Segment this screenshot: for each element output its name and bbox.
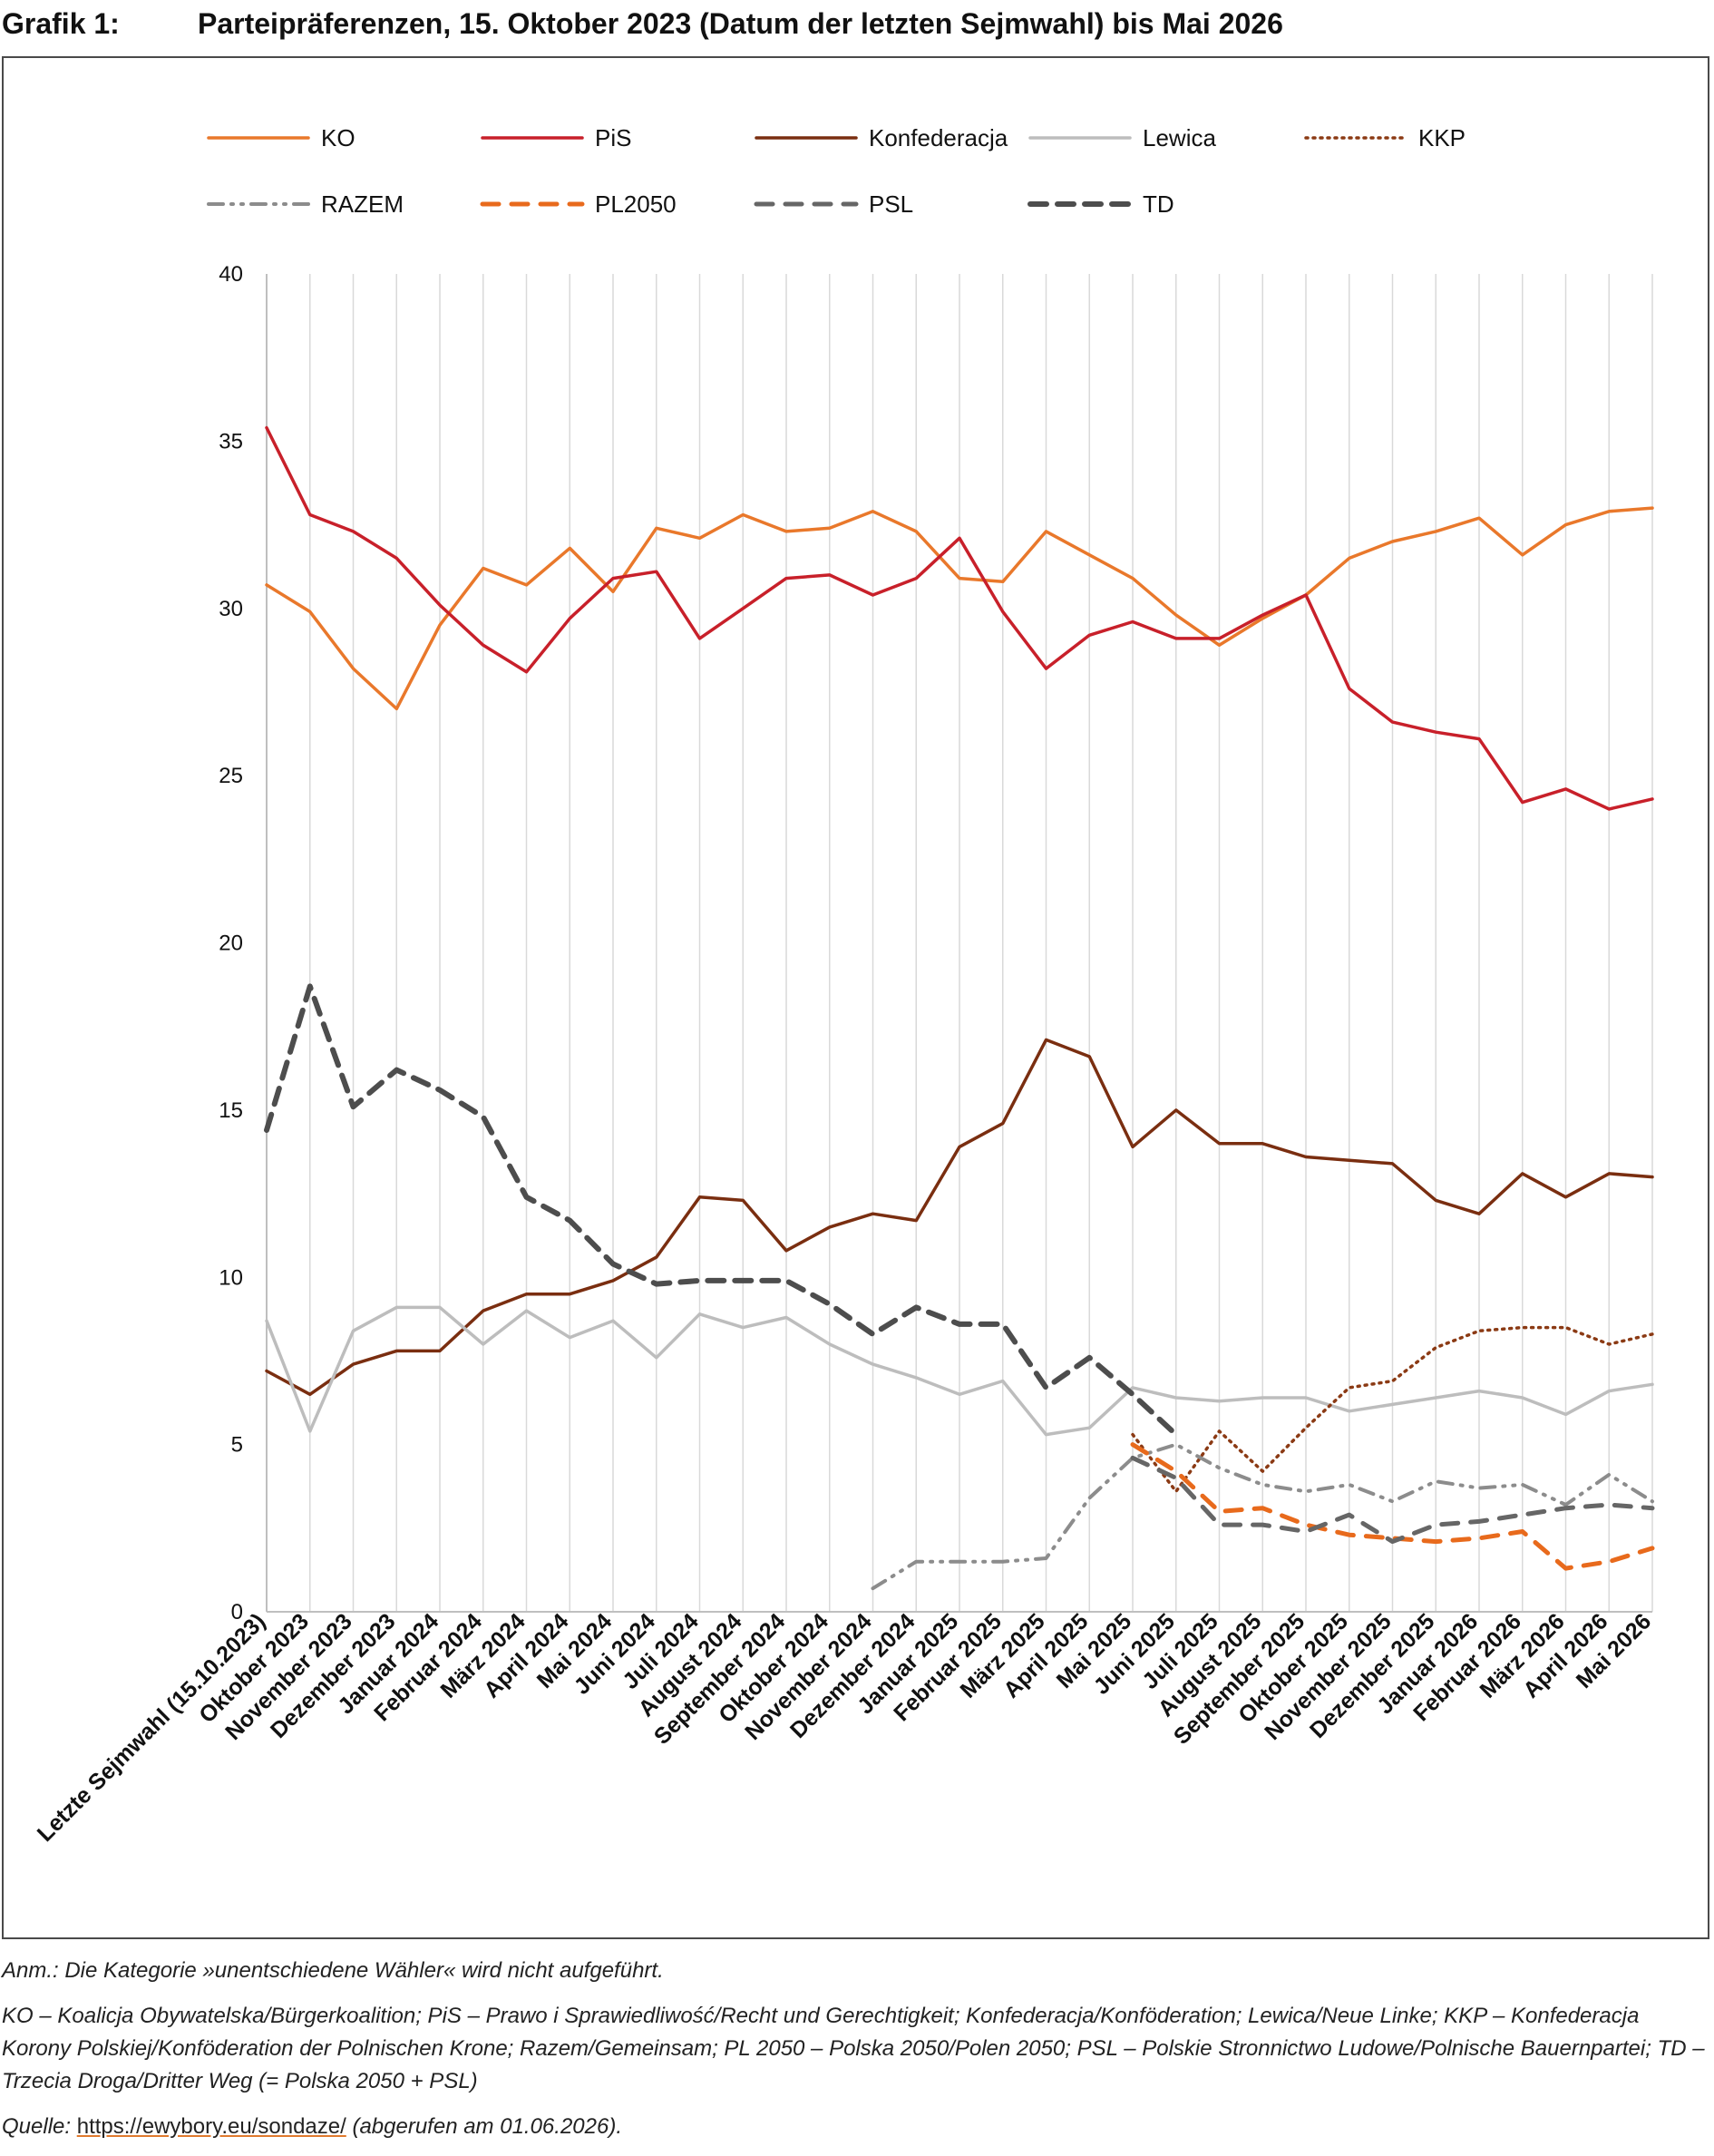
y-tick-label: 10 <box>219 1265 243 1290</box>
series-lines <box>264 425 1655 1591</box>
y-tick-label: 35 <box>219 429 243 454</box>
series-line-kkp <box>1131 1325 1654 1494</box>
y-tick-label: 25 <box>219 764 243 788</box>
legend: KO PiS Konfederacja Lewica KKP RAZEM PL2050 PSL… <box>207 124 1466 218</box>
line-chart: 0 5 10 15 20 25 30 35 40 Letzte Sejmwahl (15.10.… <box>33 124 1656 1847</box>
figure-label: Grafik 1: <box>2 7 120 40</box>
legend-label-kkp: KKP <box>1418 124 1466 151</box>
legend-label-psl: PSL <box>869 190 913 218</box>
source-suffix: (abgerufen am 01.06.2026). <box>352 2114 622 2139</box>
chart-frame <box>2 56 1709 1939</box>
y-tick-label: 20 <box>219 932 243 956</box>
axes <box>266 274 1652 1613</box>
note-source: Quelle: https://ewybory.eu/sondaze/ (abg… <box>2 2111 1711 2143</box>
legend-label-razem: RAZEM <box>321 190 404 218</box>
series-line-psl <box>1130 1455 1655 1545</box>
legend-label-konfederacja: Konfederacja <box>869 124 1008 151</box>
x-tick-labels: Letzte Sejmwahl (15.10.2023)Oktober 2023… <box>33 1608 1656 1847</box>
y-tick-label: 30 <box>219 597 243 621</box>
series-line-ko <box>265 506 1654 711</box>
source-link[interactable]: https://ewybory.eu/sondaze/ <box>76 2114 346 2139</box>
series-line-pl2050 <box>1130 1442 1655 1571</box>
figure-title: Parteipräferenzen, 15. Oktober 2023 (Dat… <box>198 7 1283 40</box>
figure-notes: Anm.: Die Kategorie »unentschiedene Wähl… <box>2 1955 1711 2156</box>
y-tick-label: 40 <box>219 262 243 287</box>
legend-label-td: TD <box>1143 190 1174 218</box>
legend-label-pl2050: PL2050 <box>595 190 677 218</box>
legend-label-pis: PiS <box>595 124 631 151</box>
legend-label-lewica: Lewica <box>1143 124 1216 151</box>
y-tick-label: 5 <box>231 1433 243 1458</box>
y-tick-label: 0 <box>231 1600 243 1624</box>
series-line-pis <box>265 425 1654 811</box>
y-tick-label: 15 <box>219 1098 243 1123</box>
figure-header: Grafik 1: Parteipräferenzen, 15. Oktober… <box>0 7 1714 53</box>
note-abbreviations: KO – Koalicja Obywatelska/Bürgerkoalitio… <box>2 2004 1705 2093</box>
y-tick-labels: 0 5 10 15 20 25 30 35 40 <box>219 262 243 1624</box>
series-line-td <box>264 983 1179 1438</box>
source-label: Quelle: <box>2 2114 72 2139</box>
legend-label-ko: KO <box>321 124 355 151</box>
grid-lines <box>309 274 1653 1612</box>
series-line-razem <box>871 1442 1654 1591</box>
series-line-konfederacja <box>265 1038 1654 1397</box>
series-line-lewica <box>265 1305 1654 1437</box>
note-anm: Anm.: Die Kategorie »unentschiedene Wähl… <box>2 1958 664 1983</box>
